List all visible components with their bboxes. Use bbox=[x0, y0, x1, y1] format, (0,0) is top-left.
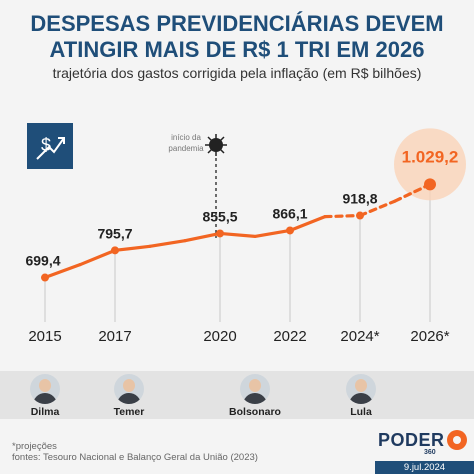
data-point bbox=[424, 178, 436, 191]
series-segment bbox=[43, 263, 82, 280]
footnotes: *projeções fontes: Tesouro Nacional e Ba… bbox=[12, 441, 258, 463]
presidents-bar bbox=[0, 371, 474, 419]
svg-text:$: $ bbox=[41, 135, 51, 155]
annotation-line-1: início da bbox=[171, 133, 201, 142]
logo-sub: 360 bbox=[424, 449, 436, 456]
avatar bbox=[30, 374, 60, 404]
president-lula: Lula bbox=[316, 374, 406, 418]
data-point bbox=[356, 211, 364, 220]
virus-icon bbox=[205, 134, 227, 156]
subtitle: trajetória dos gastos corrigida pela inf… bbox=[52, 65, 422, 81]
sources: fontes: Tesouro Nacional e Balanço Geral… bbox=[12, 452, 258, 463]
data-point bbox=[216, 229, 224, 238]
highlight-glow bbox=[394, 128, 466, 201]
president-bolsonaro: Bolsonaro bbox=[210, 374, 300, 418]
data-point bbox=[286, 226, 294, 235]
series-segment bbox=[183, 231, 222, 243]
title-line-1: DESPESAS PREVIDENCIÁRIAS DEVEM bbox=[30, 11, 444, 36]
x-tick-label: 2024* bbox=[340, 328, 379, 345]
burst-icon bbox=[447, 430, 467, 450]
x-tick-label: 2020 bbox=[203, 328, 236, 345]
president-dilma: Dilma bbox=[0, 374, 90, 418]
pandemic-annotation: início da pandemia bbox=[168, 133, 227, 238]
series-segment bbox=[218, 231, 257, 239]
series-segment bbox=[148, 239, 187, 248]
series-segment bbox=[78, 248, 117, 267]
projection-note: *projeções bbox=[12, 441, 57, 452]
x-tick-label: 2022 bbox=[273, 328, 306, 345]
data-point bbox=[41, 273, 49, 282]
publish-date: 9.jul.2024 bbox=[375, 461, 474, 474]
series-segment bbox=[393, 182, 432, 203]
data-point bbox=[111, 246, 119, 255]
logo: PODER bbox=[378, 430, 445, 450]
x-tick-label: 2015 bbox=[28, 328, 61, 345]
president-name: Bolsonaro bbox=[229, 406, 281, 418]
president-name: Dilma bbox=[30, 406, 60, 418]
series-segment bbox=[288, 215, 327, 233]
title-line-2: ATINGIR MAIS DE R$ 1 TRI EM 2026 bbox=[49, 37, 425, 62]
avatar bbox=[114, 374, 144, 404]
data-label: 855,5 bbox=[202, 208, 237, 224]
data-label: 866,1 bbox=[272, 205, 307, 221]
series-segment bbox=[253, 228, 292, 239]
avatar bbox=[346, 374, 376, 404]
data-label: 699,4 bbox=[25, 253, 60, 269]
data-label: 795,7 bbox=[97, 225, 132, 241]
series-segment bbox=[358, 199, 397, 218]
series-segment bbox=[323, 213, 362, 219]
president-name: Lula bbox=[350, 406, 372, 418]
data-label: 918,8 bbox=[342, 191, 377, 207]
avatar bbox=[240, 374, 270, 404]
x-tick-label: 2017 bbox=[98, 328, 131, 345]
data-label: 1.029,2 bbox=[402, 147, 459, 166]
annotation-line-2: pandemia bbox=[168, 144, 204, 153]
x-tick-label: 2026* bbox=[410, 328, 449, 345]
president-name: Temer bbox=[113, 406, 145, 418]
dollar-rising-arrow-icon: $ bbox=[27, 123, 73, 169]
president-temer: Temer bbox=[84, 374, 174, 418]
series-segment bbox=[113, 244, 152, 252]
